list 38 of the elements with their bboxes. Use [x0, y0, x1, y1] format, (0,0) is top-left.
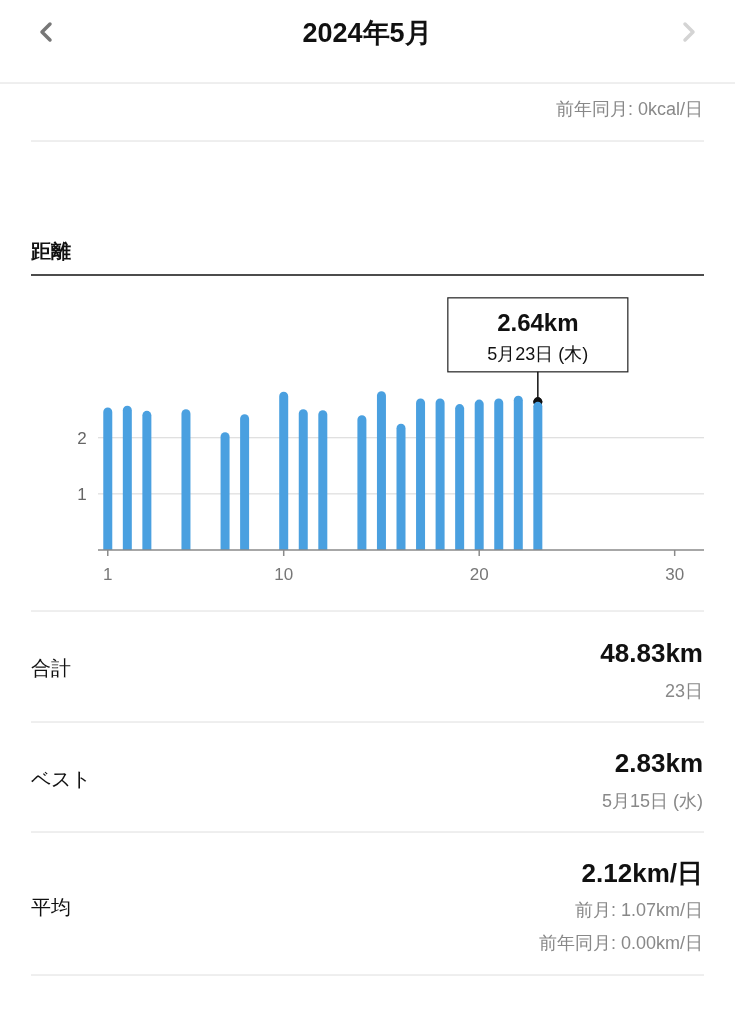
- bar: [122, 405, 132, 550]
- annotation: 5月23日 (木): [487, 343, 589, 364]
- chart-title: 距離: [30, 240, 71, 262]
- text: 前年同月: 0.00km/日: [538, 933, 703, 953]
- bar: [396, 423, 406, 550]
- bar: [474, 399, 484, 550]
- bar: [142, 410, 152, 550]
- bar: [103, 407, 113, 550]
- bar: [318, 410, 328, 550]
- bar: [240, 414, 250, 550]
- text: 5月15日 (水): [601, 791, 703, 811]
- bar: [181, 409, 191, 550]
- text: 48.83km: [600, 638, 703, 668]
- text: 2024年5月: [302, 18, 432, 48]
- bar: [455, 404, 465, 550]
- y-tick-label: 2: [77, 428, 87, 448]
- text: 2.83km: [614, 748, 703, 778]
- bar: [416, 398, 426, 550]
- bar: [435, 398, 445, 550]
- bar: [376, 391, 386, 550]
- bar: [494, 398, 504, 550]
- bar: [220, 432, 230, 550]
- text: 平均: [31, 896, 71, 918]
- bar: [279, 391, 289, 550]
- text: 2.12km/日: [581, 858, 703, 888]
- text: 合計: [31, 657, 71, 679]
- x-tick-label: 1: [103, 565, 113, 584]
- bar: [298, 409, 308, 550]
- text: ベスト: [31, 768, 91, 790]
- x-tick-label: 30: [665, 565, 685, 584]
- x-tick-label: 20: [469, 565, 489, 584]
- bar: [513, 395, 523, 550]
- x-tick-label: 10: [274, 565, 294, 584]
- text: 23日: [664, 681, 703, 701]
- text: 前年同月: 0kcal/日: [555, 99, 703, 119]
- text: 前月: 1.07km/日: [574, 900, 703, 920]
- annotation: 2.64km: [497, 308, 579, 336]
- bar: [357, 415, 367, 550]
